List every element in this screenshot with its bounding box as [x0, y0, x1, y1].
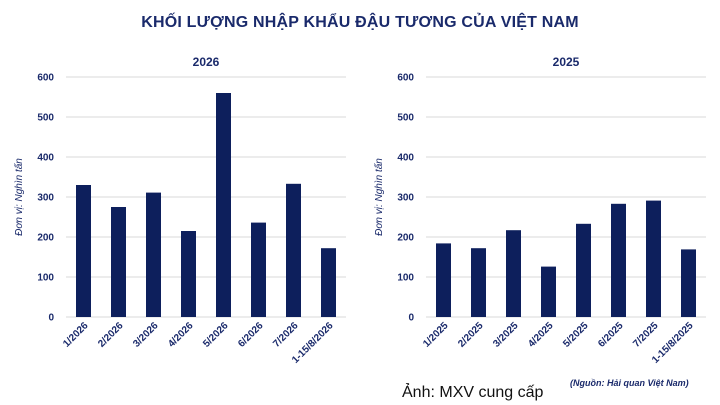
y-axis-label: Đơn vị: Nghìn tấn: [13, 158, 25, 236]
y-tick-label: 500: [397, 113, 414, 124]
y-axis-label: Đơn vị: Nghìn tấn: [373, 158, 385, 236]
bar: [111, 207, 126, 317]
x-tick-label: 1/2025: [421, 320, 451, 350]
y-tick-label: 200: [37, 233, 54, 244]
y-tick-label: 500: [37, 113, 54, 124]
x-tick-label: 7/2025: [631, 320, 661, 350]
x-tick-label: 3/2026: [131, 320, 161, 350]
y-tick-label: 100: [37, 273, 54, 284]
x-tick-label: 6/2025: [596, 320, 626, 350]
bar: [146, 192, 161, 317]
x-tick-label: 2/2026: [96, 320, 126, 350]
x-tick-label: 4/2026: [166, 320, 196, 350]
chart-main-title: KHỐI LƯỢNG NHẬP KHẨU ĐẬU TƯƠNG CỦA VIỆT …: [141, 14, 579, 31]
bar: [506, 230, 521, 317]
bar: [436, 243, 451, 317]
bar: [681, 249, 696, 317]
x-tick-label: 6/2026: [236, 320, 266, 350]
y-tick-label: 300: [397, 193, 414, 204]
bar: [321, 248, 336, 317]
x-tick-label: 1/2026: [61, 320, 91, 350]
y-tick-label: 600: [37, 73, 54, 84]
y-tick-label: 200: [397, 233, 414, 244]
data-source-note: (Nguồn: Hải quan Việt Nam): [570, 378, 689, 388]
chart-2025: 2025 0 100 200 300 400 500 600 Đơn vị: Nghìn tấn…: [373, 55, 706, 366]
bar: [286, 183, 301, 317]
bar: [576, 223, 591, 317]
x-tick-label: 3/2025: [491, 320, 521, 350]
y-tick-label: 0: [48, 313, 54, 324]
y-tick-label: 400: [37, 153, 54, 164]
y-tick-label: 300: [37, 193, 54, 204]
bar: [181, 231, 196, 317]
x-tick-label: 2/2025: [456, 320, 486, 350]
x-tick-label: 7/2026: [271, 320, 301, 350]
y-tick-label: 100: [397, 273, 414, 284]
bar: [216, 93, 231, 317]
bar: [471, 248, 486, 317]
x-tick-label: 4/2025: [526, 320, 556, 350]
bar: [76, 185, 91, 317]
bar: [646, 200, 661, 317]
y-tick-label: 0: [408, 313, 414, 324]
bar: [251, 222, 266, 317]
panel-title: 2025: [553, 55, 580, 69]
bar: [611, 203, 626, 317]
photo-caption: Ảnh: MXV cung cấp: [402, 384, 544, 401]
panel-title: 2026: [193, 55, 220, 69]
y-tick-label: 400: [397, 153, 414, 164]
x-tick-label: 5/2026: [201, 320, 231, 350]
bar: [541, 266, 556, 317]
x-tick-label: 5/2025: [561, 320, 591, 350]
y-tick-label: 600: [397, 73, 414, 84]
chart-2026: 2026 0 100 200 300 400 500 600 Đơn vị: Nghìn tấn…: [13, 55, 346, 366]
